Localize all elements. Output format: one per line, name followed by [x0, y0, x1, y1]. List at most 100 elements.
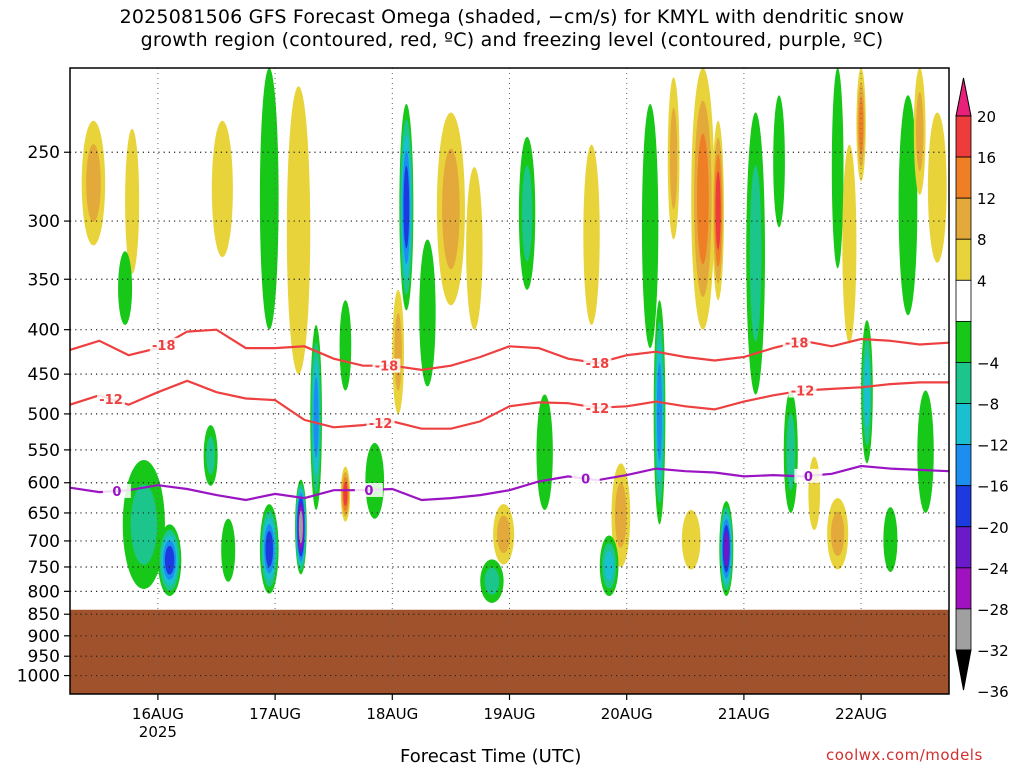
omega-blob-19 [466, 167, 483, 330]
x-tick-label: 18AUG [366, 705, 418, 723]
omega-shade [858, 96, 864, 153]
omega-shade [339, 300, 352, 391]
colorbar-label: 20 [977, 108, 996, 126]
omega-shade [484, 567, 500, 595]
contour-label: -12 [99, 393, 123, 408]
contour-label-bg [571, 471, 600, 486]
contour-label: -12 [586, 402, 610, 417]
omega-blob-30 [667, 77, 680, 240]
omega-blob-6 [203, 425, 218, 486]
omega-blob-1 [125, 128, 140, 274]
omega-blob-16 [392, 289, 405, 414]
omega-blob-10 [259, 504, 279, 594]
omega-shade [419, 239, 436, 387]
omega-blob-45 [913, 68, 926, 196]
contour-label-bg [583, 356, 612, 371]
x-axis-title: Forecast Time (UTC) [400, 746, 582, 767]
y-tick-label: 350 [28, 270, 60, 290]
y-tick-label: 1000 [17, 667, 60, 687]
colorbar-band [955, 115, 972, 158]
omega-blob-3 [122, 460, 165, 589]
omega-shade [808, 456, 821, 530]
y-tick-label: 750 [28, 558, 60, 578]
omega-shade [118, 251, 133, 325]
omega-blob-48 [883, 507, 898, 572]
omega-blob-4 [157, 524, 182, 597]
colorbar-top-arrow [955, 77, 972, 117]
omega-shade [466, 167, 483, 330]
y-tick-label: 600 [28, 474, 60, 494]
plot-frame [69, 67, 950, 695]
omega-blob-25 [583, 144, 600, 325]
colorbar-label: 16 [977, 149, 996, 167]
omega-blob-9 [286, 86, 311, 375]
chart-title-line-2: growth region (contoured, red, ºC) and f… [140, 29, 884, 51]
omega-shade [656, 363, 663, 462]
omega-shade [883, 507, 898, 572]
y-tick-label: 950 [28, 647, 60, 667]
contour-label: 0 [804, 470, 813, 485]
colorbar-band [955, 403, 972, 446]
colorbar-bottom-arrow [955, 649, 972, 691]
omega-blob-22 [480, 559, 504, 603]
omega-shade [583, 144, 600, 325]
chart-title: 2025081506 GFS Forecast Omega (shaded, −… [0, 6, 1024, 52]
contour-label: -18 [785, 336, 809, 351]
colorbar-band [955, 320, 972, 363]
omega-shade [786, 413, 796, 491]
omega-blob-38 [808, 456, 821, 530]
contour-label-bg [782, 335, 811, 350]
colorbar-band [955, 362, 972, 404]
colorbar-label: −4 [977, 354, 999, 372]
omega-shade [343, 482, 348, 507]
y-tick-label: 250 [28, 143, 60, 163]
omega-shade [715, 171, 721, 250]
omega-shade [536, 394, 553, 511]
omega-shade [681, 510, 701, 570]
y-tick-label: 850 [28, 605, 60, 625]
omega-blob-35 [746, 112, 765, 395]
contour-label-bg [372, 358, 401, 373]
colorbar-label: −32 [977, 642, 1009, 660]
omega-blob-8 [259, 68, 279, 330]
colorbar-label: −12 [977, 437, 1009, 455]
omega-shade [313, 376, 319, 458]
omega-blob-11 [295, 479, 307, 575]
colorbar-label: −16 [977, 478, 1009, 496]
y-tick-label: 700 [28, 532, 60, 552]
colorbar-label: 8 [977, 231, 987, 249]
contour-label-bg [102, 483, 131, 498]
omega-shade [697, 133, 709, 265]
y-tick-label: 500 [28, 405, 60, 425]
contour-label: 0 [364, 484, 373, 499]
contour-label-bg [583, 400, 612, 415]
omega-shade [394, 313, 402, 391]
omega-shade [916, 91, 924, 172]
omega-blob-24 [536, 394, 553, 511]
omega-blob-28 [641, 103, 659, 349]
colorbar-band [955, 608, 972, 651]
omega-blob-0 [81, 120, 106, 246]
omega-blob-14 [339, 300, 352, 391]
colorbar-band [955, 444, 972, 487]
omega-shade [864, 355, 870, 428]
y-tick-label: 900 [28, 627, 60, 647]
omega-shade [298, 510, 303, 544]
omega-shade [521, 165, 533, 262]
ground-fill [70, 609, 949, 694]
omega-blob-37 [783, 390, 798, 513]
credit-link[interactable]: coolwx.com/models [826, 746, 983, 764]
omega-blob-46 [927, 112, 947, 263]
colorbar-band [955, 238, 972, 281]
y-tick-label: 550 [28, 441, 60, 461]
omega-shade [917, 390, 934, 513]
omega-blob-12 [310, 324, 322, 511]
omega-shade [641, 103, 659, 349]
colorbar-band [955, 156, 972, 199]
colorbar-label: 12 [977, 190, 996, 208]
omega-shade [749, 165, 762, 342]
x-tick-label: 19AUG [484, 705, 536, 723]
colorbar-band [955, 567, 972, 610]
omega-blob-17 [365, 442, 385, 519]
colorbar-label: −36 [977, 683, 1009, 701]
